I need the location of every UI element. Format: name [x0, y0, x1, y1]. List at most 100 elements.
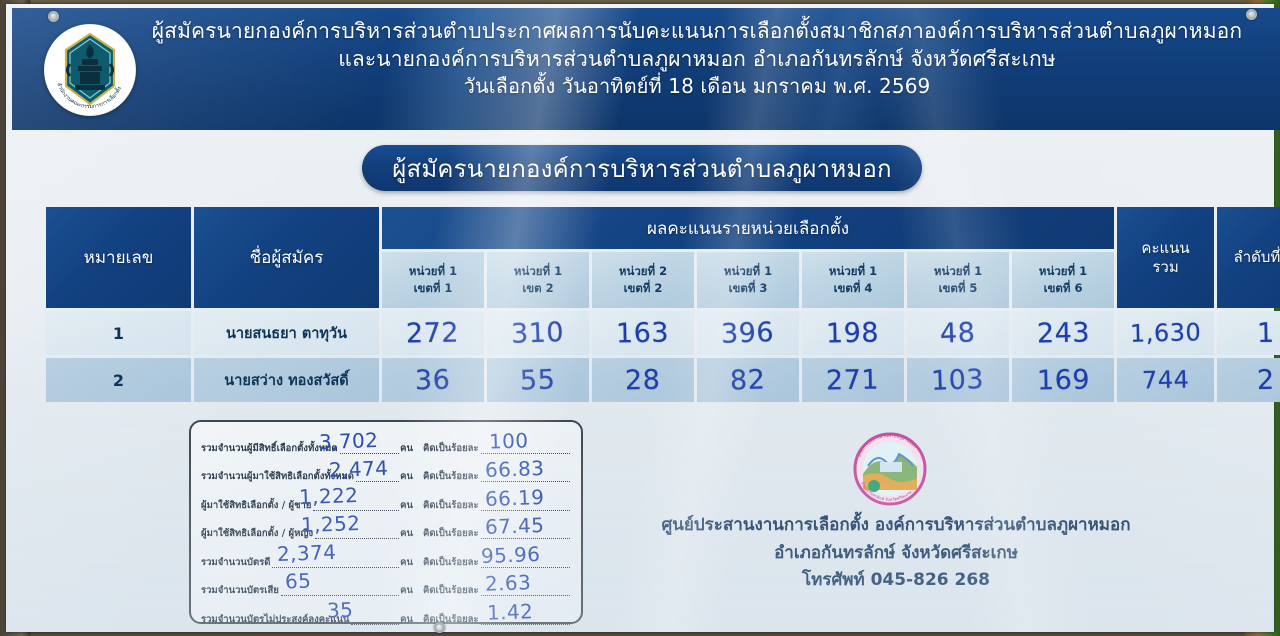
row1-unit-2: 310	[487, 311, 589, 355]
table-row: 1 นายสนธยา ตาทุวัน 272 310 163 396 198 4…	[46, 311, 1280, 355]
row1-unit-1: 272	[382, 311, 484, 355]
th-unit-1-line1: หน่วยที่ 1	[408, 263, 458, 278]
summary-unit-2: คน	[400, 499, 413, 511]
dot-leader	[272, 566, 400, 568]
results-table-wrap: หมายเลข ชื่อผู้สมัคร ผลคะแนนรายหน่วยเลือ…	[43, 204, 1280, 405]
summary-value-3: 1,252	[300, 510, 361, 538]
th-unit-1-line2: เขตที่ 1	[413, 281, 453, 295]
header-line-3: วันเลือกตั้ง วันอาทิตย์ที่ 18 เดือน มกรา…	[463, 74, 931, 99]
percent-label-0: คิดเป็นร้อยละ	[423, 442, 479, 454]
summary-row: รวมจำนวนผู้มีสิทธิ์เลือกตั้งทั้งหมด คน 3,7…	[201, 427, 413, 459]
table-header-row-1: หมายเลข ชื่อผู้สมัคร ผลคะแนนรายหน่วยเลือ…	[46, 207, 1280, 308]
row1-unit-7-value: 243	[1036, 316, 1090, 350]
summary-row: ผู้มาใช้สิทธิเลือกตั้ง / ผู้ชาย คน 1,222	[201, 482, 413, 516]
row2-unit-5: 271	[802, 358, 904, 402]
th-unit-7: หน่วยที่ 1 เขตที่ 6	[1012, 252, 1115, 308]
dot-leader	[339, 452, 400, 454]
row2-total: 744	[1117, 358, 1215, 402]
row1-rank-value: 1	[1256, 317, 1275, 349]
vinyl-banner: สำนักงานคณะกรรมการการเลือกตั้ง ผู้สมัครน…	[6, 4, 1280, 632]
th-total-votes: คะแนน รวม	[1117, 207, 1215, 308]
row2-rank: 2	[1217, 358, 1280, 402]
th-unit-3-line1: หน่วยที่ 2	[618, 263, 668, 278]
th-unit-4-line1: หน่วยที่ 1	[723, 263, 773, 278]
summary-label-6: รวมจำนวนบัตรไม่ประสงค์ลงคะแนน	[201, 613, 350, 625]
percent-row: คิดเป็นร้อยละ 1.42	[423, 599, 571, 630]
grommet-top-right	[1246, 9, 1257, 20]
th-unit-5: หน่วยที่ 1 เขตที่ 4	[802, 252, 904, 308]
row1-total: 1,630	[1117, 311, 1215, 355]
summary-unit-4: คน	[400, 556, 413, 568]
government-seal-icon: สำนักงานคณะกรรมการการเลือกตั้ง	[44, 24, 136, 116]
dot-leader	[355, 481, 400, 482]
dot-leader	[351, 623, 400, 625]
summary-unit-0: คน	[400, 442, 413, 454]
percent-row: คิดเป็นร้อยละ 95.96	[423, 541, 571, 573]
percent-label-6: คิดเป็นร้อยละ	[423, 613, 479, 625]
th-unit-3: หน่วยที่ 2 เขตที่ 2	[592, 252, 694, 308]
th-unit-7-line1: หน่วยที่ 1	[1038, 263, 1088, 278]
table-header-row-2: หน่วยที่ 1 เขตที่ 1 หน่วยที่ 1 เขต 2 หน่…	[46, 252, 1280, 308]
summary-unit-1: คน	[400, 471, 413, 482]
row1-total-value: 1,630	[1129, 318, 1202, 348]
summary-label-1: รวมจำนวนผู้มาใช้สิทธิเลือกตั้งทั้งหมด	[201, 471, 354, 482]
percent-value-3: 67.45	[484, 512, 545, 540]
percent-value-2: 66.19	[484, 484, 545, 511]
dot-leader	[315, 538, 400, 539]
th-unit-7-line2: เขตที่ 6	[1043, 281, 1083, 295]
dot-leader	[480, 481, 570, 482]
th-unit-4: หน่วยที่ 1 เขตที่ 3	[697, 252, 799, 308]
summary-label-5: รวมจำนวนบัตรเสีย	[201, 585, 279, 596]
row1-rank: 1	[1217, 311, 1280, 355]
th-per-unit-results: ผลคะแนนรายหน่วยเลือกตั้ง	[382, 207, 1115, 249]
dot-leader	[480, 595, 570, 596]
percent-row: คิดเป็นร้อยละ 2.63	[423, 570, 571, 602]
section-title-pill: ผู้สมัครนายกองค์การบริหารส่วนตำบลภูผาหมอ…	[362, 145, 922, 191]
percent-value-1: 66.83	[484, 455, 545, 483]
percent-value-5: 2.63	[484, 570, 532, 596]
th-unit-4-line2: เขตที่ 3	[728, 281, 768, 295]
th-unit-5-line1: หน่วยที่ 1	[828, 263, 878, 278]
dot-leader	[480, 566, 570, 568]
th-unit-5-line2: เขตที่ 4	[833, 281, 873, 295]
summary-unit-6: คน	[400, 613, 413, 625]
th-unit-1: หน่วยที่ 1 เขตที่ 1	[382, 252, 484, 308]
percent-label-2: คิดเป็นร้อยละ	[423, 499, 479, 511]
dot-leader	[480, 623, 570, 625]
row2-total-value: 744	[1141, 365, 1190, 395]
row2-unit-7: 169	[1012, 358, 1115, 402]
dot-leader	[480, 452, 570, 454]
row2-unit-6: 103	[907, 358, 1009, 402]
row2-number: 2	[46, 358, 191, 402]
percent-label-5: คิดเป็นร้อยละ	[423, 585, 479, 596]
th-total-line-1: คะแนน	[1141, 238, 1190, 257]
th-unit-6-line2: เขตที่ 5	[938, 281, 978, 295]
summary-left-column: รวมจำนวนผู้มีสิทธิ์เลือกตั้งทั้งหมด คน 3,7…	[201, 427, 413, 630]
grommet-bottom-center	[434, 622, 445, 633]
row1-unit-1-value: 272	[406, 316, 460, 350]
summary-value-1: 2,474	[328, 455, 389, 483]
th-rank: ลำดับที่ได้	[1217, 207, 1280, 308]
summary-value-4: 2,374	[276, 539, 337, 566]
th-number: หมายเลข	[46, 207, 191, 308]
row2-unit-6-value: 103	[930, 363, 986, 397]
dot-leader	[480, 509, 570, 511]
row2-name: นายสว่าง ทองสวัสดิ์	[194, 358, 379, 402]
footer-phone: โทรศัพท์ 045-826 268	[801, 570, 991, 591]
row2-rank-value: 2	[1256, 364, 1275, 396]
summary-statistics-box: รวมจำนวนผู้มีสิทธิ์เลือกตั้งทั้งหมด คน 3,7…	[189, 420, 583, 625]
summary-unit-3: คน	[400, 528, 413, 539]
dot-leader	[480, 538, 570, 539]
row2-unit-1-value: 36	[414, 364, 451, 396]
summary-label-2: ผู้มาใช้สิทธิเลือกตั้ง / ผู้ชาย	[201, 499, 312, 511]
percent-row: คิดเป็นร้อยละ 66.83	[423, 455, 571, 488]
results-table: หมายเลข ชื่อผู้สมัคร ผลคะแนนรายหน่วยเลือ…	[43, 204, 1280, 405]
row1-unit-3-value: 163	[616, 316, 670, 350]
summary-label-3: ผู้มาใช้สิทธิเลือกตั้ง / ผู้หญิง	[201, 528, 314, 539]
summary-label-4: รวมจำนวนบัตรดี	[201, 556, 271, 568]
grommet-top-left	[48, 11, 59, 22]
row1-unit-6: 48	[907, 311, 1009, 355]
row2-unit-3: 28	[592, 358, 694, 402]
summary-row: รวมจำนวนบัตรเสีย คน 65	[201, 569, 413, 602]
summary-unit-5: คน	[400, 585, 413, 596]
